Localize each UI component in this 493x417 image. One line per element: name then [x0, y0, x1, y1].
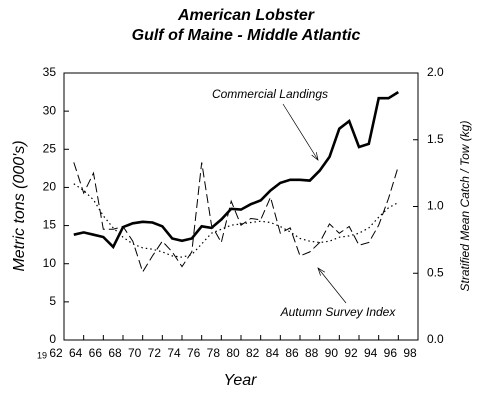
chart-title: American Lobster [177, 7, 315, 24]
y-tick-label: 20 [43, 180, 57, 194]
chart-subtitle: Gulf of Maine - Middle Atlantic [132, 27, 361, 44]
y-tick-label: 0 [49, 332, 56, 346]
annotation-arrow [317, 267, 347, 304]
y2-axis-label: Stratified Mean Catch / Tow (kg) [458, 121, 472, 292]
y2-tick-label: 1.0 [427, 199, 444, 213]
y2-tick-label: 0.0 [427, 332, 444, 346]
x-tick-label: 64 [69, 346, 83, 360]
x-tick-label: 72 [148, 346, 162, 360]
series-line [73, 183, 399, 258]
y-axis-label: Metric tons (000's) [11, 140, 28, 271]
y-tick-label: 25 [43, 141, 57, 155]
x-tick-label: 70 [128, 346, 142, 360]
annotation-arrowhead [317, 267, 326, 276]
x-tick-label: 84 [266, 346, 280, 360]
annotation-arrowhead [311, 152, 319, 161]
y-tick-label: 10 [43, 256, 57, 270]
x-tick-label: 78 [207, 346, 221, 360]
annotation: Commercial Landings [212, 87, 328, 101]
series-line [73, 162, 399, 274]
x-tick-label: 94 [364, 346, 378, 360]
plot-frame [63, 72, 419, 341]
x-tick-label: 98 [403, 346, 417, 360]
y2-tick-label: 1.5 [427, 132, 444, 146]
x-tick-label: 68 [108, 346, 122, 360]
x-tick-label: 80 [226, 346, 240, 360]
annotation-arrow [282, 103, 319, 161]
x-axis-label: Year [224, 372, 258, 389]
y-tick-label: 30 [43, 103, 57, 117]
x-tick-label: 76 [187, 346, 201, 360]
x-tick-label: 62 [49, 346, 63, 360]
y-tick-label: 35 [43, 65, 57, 79]
x-tick-label: 66 [89, 346, 103, 360]
y2-tick-label: 0.5 [427, 265, 444, 279]
series-line [73, 90, 399, 250]
y2-tick-label: 2.0 [427, 65, 444, 79]
x-tick-label: 74 [167, 346, 181, 360]
x-tick-label: 88 [305, 346, 319, 360]
annotation: Autumn Survey Index [280, 305, 397, 319]
x-tick-label: 92 [344, 346, 358, 360]
x-tick-label: 82 [246, 346, 260, 360]
x-tick-label: 90 [325, 346, 339, 360]
y-tick-label: 15 [43, 218, 57, 232]
x-tick-prefix: 19 [37, 350, 47, 360]
x-tick-label: 96 [384, 346, 398, 360]
x-tick-label: 86 [285, 346, 299, 360]
y-tick-label: 5 [49, 294, 56, 308]
